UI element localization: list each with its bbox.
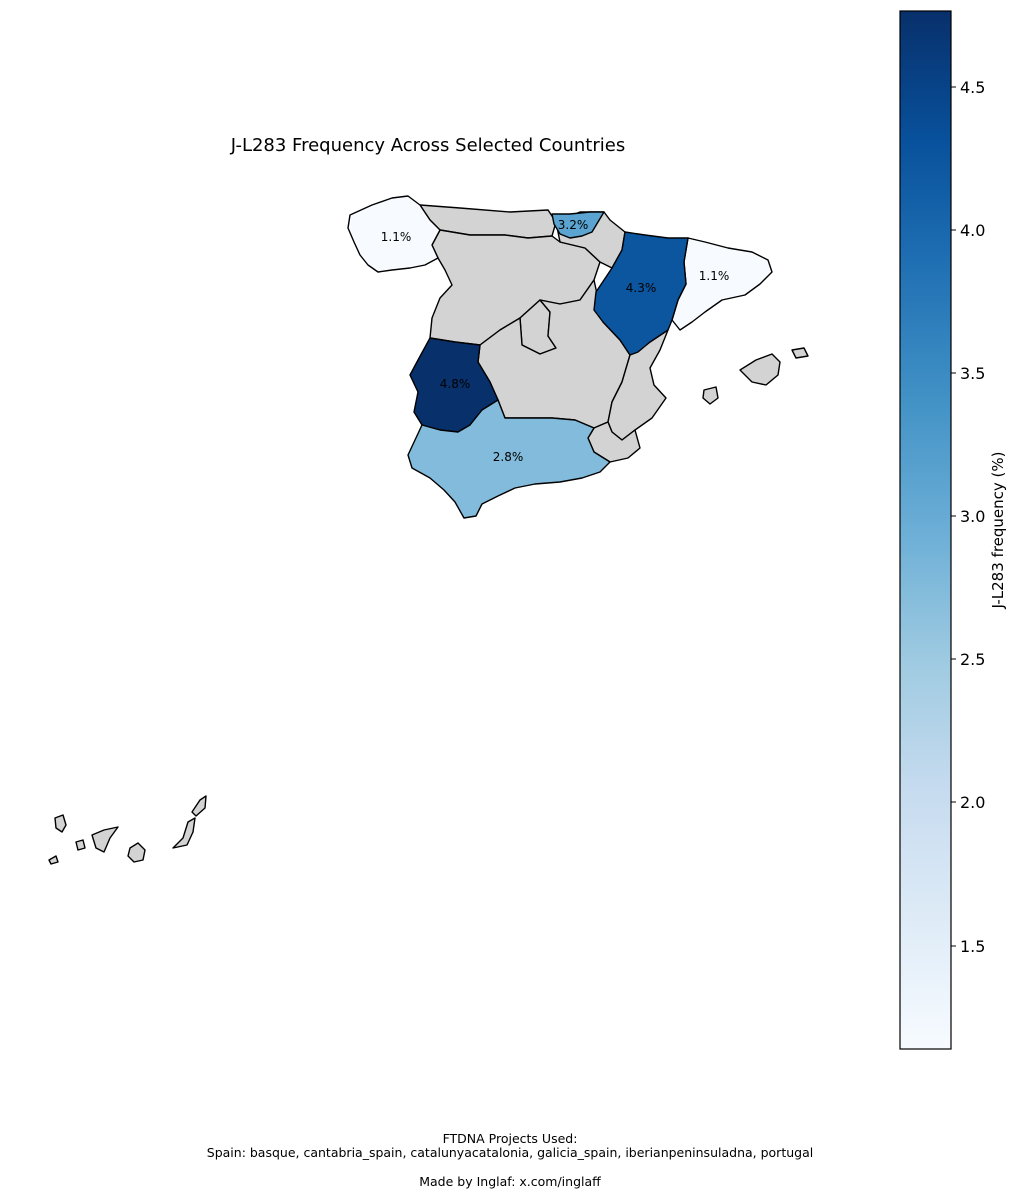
- island-la-gomera: [75, 839, 86, 851]
- island-menorca: [791, 347, 809, 359]
- label-aragon: 4.3%: [626, 281, 657, 295]
- colorbar: 1.5 2.0 2.5 3.0 3.5 4.0 4.5 J-L283 frequ…: [899, 10, 1007, 1050]
- colorbar-tick-label: 4.5: [960, 78, 985, 97]
- colorbar-tick-label: 1.5: [960, 937, 985, 956]
- footer-projects-heading: FTDNA Projects Used:: [442, 1131, 578, 1146]
- colorbar-tick-label: 2.0: [960, 793, 985, 812]
- region-catalonia: [671, 237, 773, 331]
- colorbar-gradient: [899, 10, 952, 1050]
- label-galicia: 1.1%: [381, 230, 412, 244]
- colorbar-tick-label: 4.0: [960, 221, 985, 240]
- map-title: J-L283 Frequency Across Selected Countri…: [230, 135, 625, 156]
- island-tenerife: [91, 826, 119, 853]
- label-extremadura: 4.8%: [440, 377, 471, 391]
- island-la-palma: [54, 814, 67, 833]
- colorbar-ticks: 1.5 2.0 2.5 3.0 3.5 4.0 4.5: [951, 78, 985, 956]
- colorbar-tick-label: 3.0: [960, 507, 985, 526]
- region-basque-country: [551, 211, 605, 239]
- island-fuerteventura: [172, 817, 196, 849]
- colorbar-tick-label: 3.5: [960, 364, 985, 383]
- region-galicia: [347, 195, 441, 273]
- island-mallorca: [739, 353, 781, 386]
- region-aragon: [593, 231, 689, 356]
- footer-credit: Made by Inglaf: x.com/inglaff: [419, 1174, 601, 1189]
- region-valencia: [607, 329, 669, 441]
- island-lanzarote: [191, 795, 207, 817]
- label-catalonia: 1.1%: [699, 269, 730, 283]
- island-el-hierro: [48, 855, 59, 865]
- island-ibiza: [702, 386, 719, 405]
- label-basque-country: 3.2%: [558, 218, 589, 232]
- spain-map: 1.1% 1.1% 3.2% 4.3% 4.8% 2.8%: [48, 195, 809, 865]
- footer-projects-list: Spain: basque, cantabria_spain, cataluny…: [206, 1145, 814, 1160]
- island-gran-canaria: [127, 842, 146, 863]
- label-andalusia: 2.8%: [493, 450, 524, 464]
- colorbar-tick-label: 2.5: [960, 650, 985, 669]
- region-andalusia: [407, 399, 611, 519]
- colorbar-label: J-L283 frequency (%): [989, 451, 1007, 609]
